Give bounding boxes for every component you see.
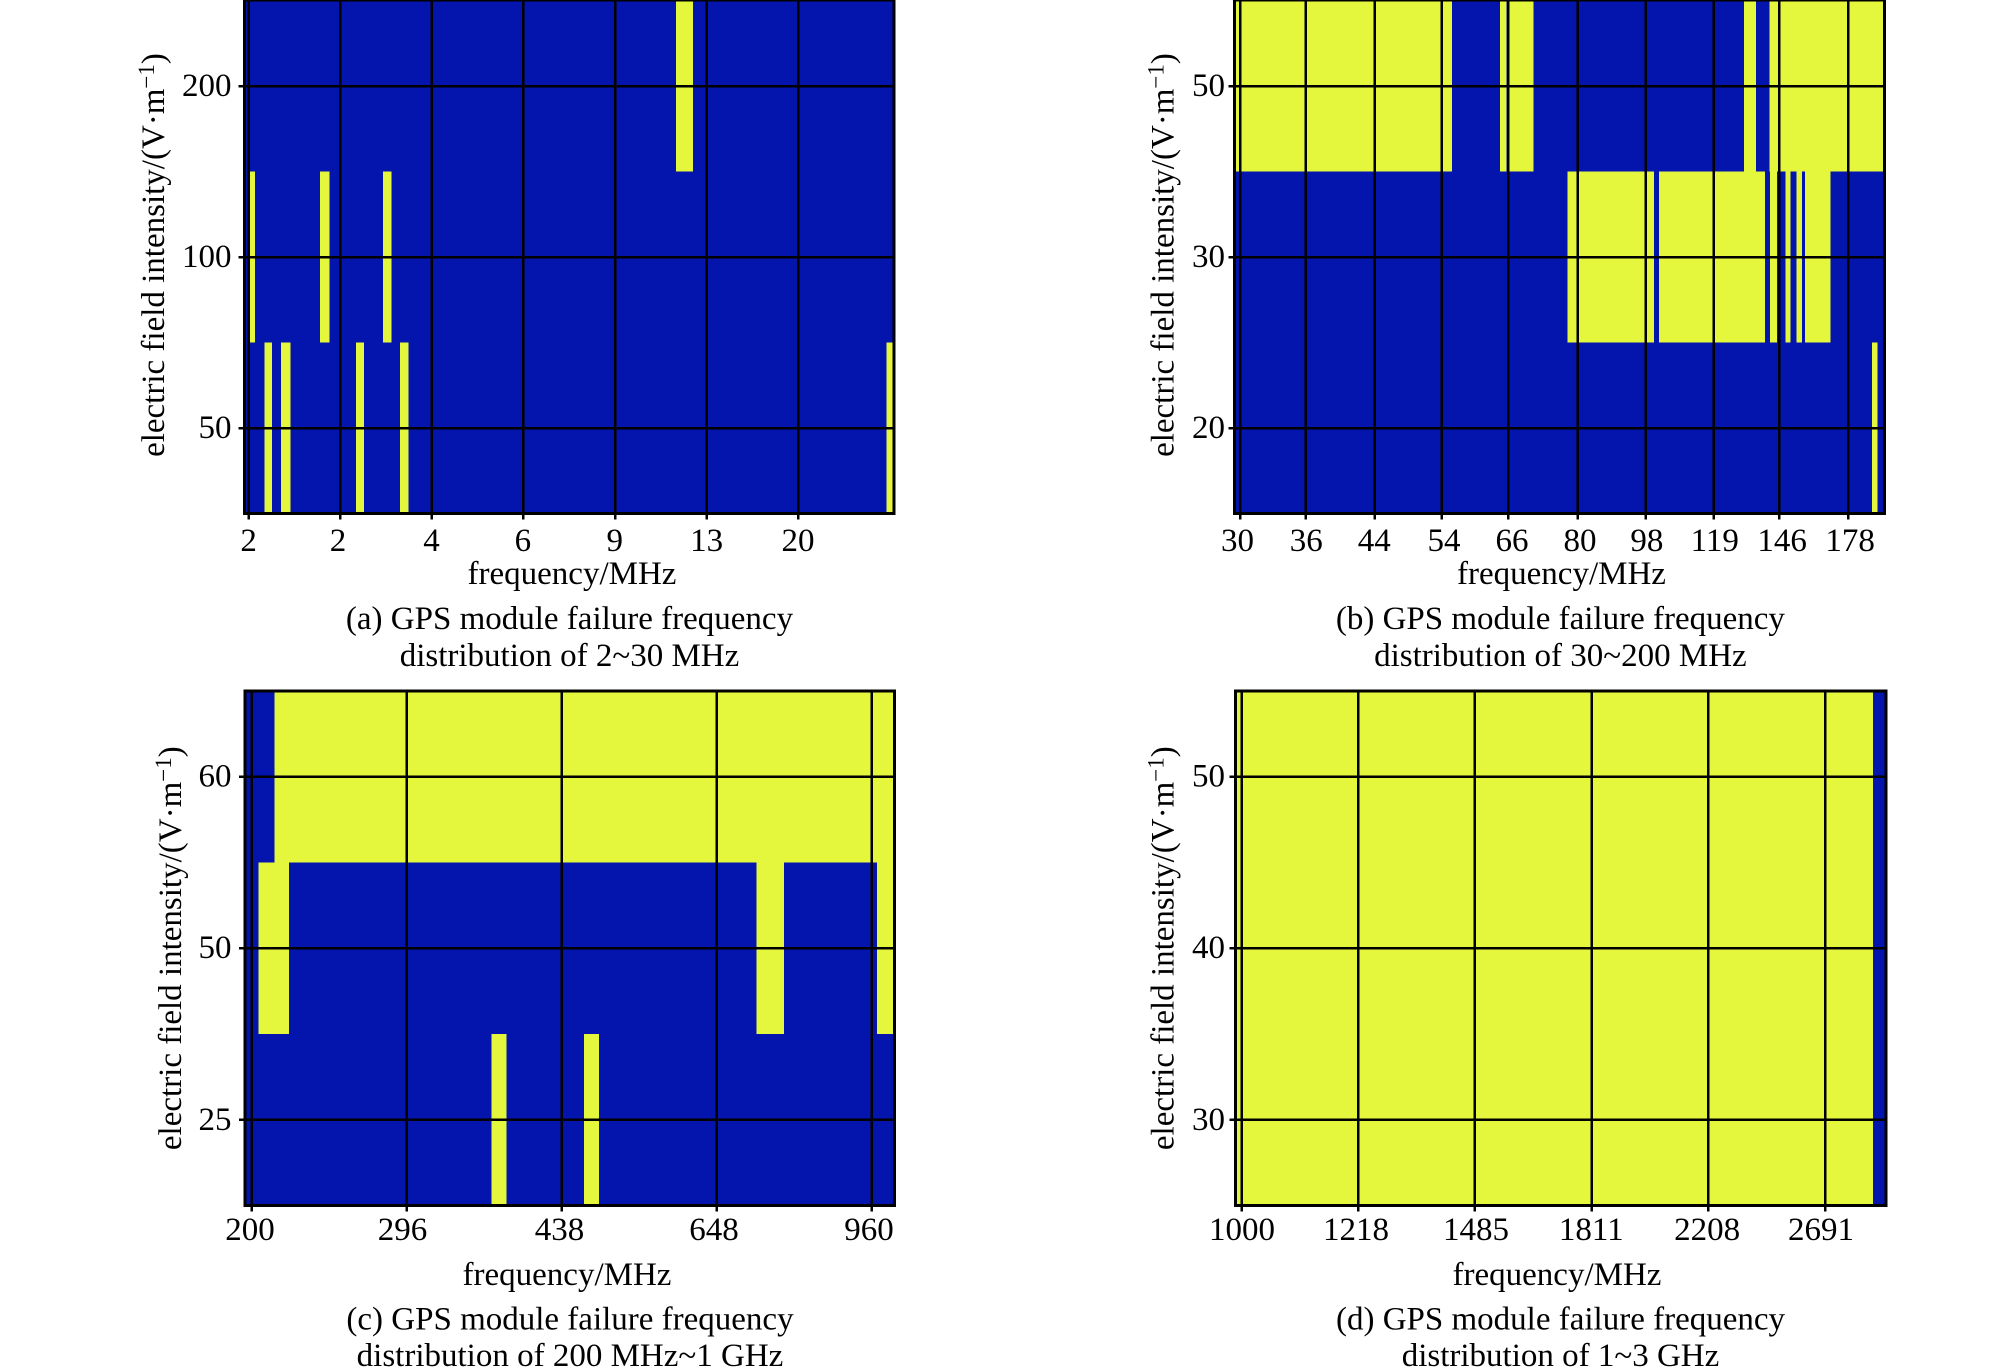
svg-text:30: 30 — [1221, 523, 1254, 559]
svg-text:40: 40 — [1192, 930, 1225, 966]
svg-text:200: 200 — [225, 1212, 275, 1248]
svg-text:20: 20 — [782, 523, 815, 559]
svg-text:2691: 2691 — [1788, 1212, 1854, 1248]
svg-text:(a) GPS module failure frequen: (a) GPS module failure frequency — [346, 601, 794, 637]
svg-text:30: 30 — [1192, 239, 1225, 275]
svg-text:electric field intensity/(V·m−: electric field intensity/(V·m−1) — [134, 53, 172, 457]
svg-text:electric field intensity/(V·m−: electric field intensity/(V·m−1) — [1144, 746, 1182, 1150]
svg-text:4: 4 — [423, 523, 440, 559]
svg-text:(b) GPS module failure frequen: (b) GPS module failure frequency — [1336, 601, 1786, 637]
svg-text:50: 50 — [199, 410, 232, 446]
svg-text:frequency/MHz: frequency/MHz — [1453, 1257, 1662, 1293]
svg-text:60: 60 — [199, 759, 232, 795]
svg-text:frequency/MHz: frequency/MHz — [463, 1257, 672, 1293]
svg-text:6: 6 — [515, 523, 532, 559]
svg-text:(d) GPS module failure frequen: (d) GPS module failure frequency — [1336, 1302, 1786, 1338]
svg-text:2: 2 — [240, 523, 257, 559]
svg-text:44: 44 — [1358, 523, 1391, 559]
svg-text:648: 648 — [689, 1212, 739, 1248]
svg-text:30: 30 — [1192, 1102, 1225, 1138]
svg-text:200: 200 — [182, 68, 232, 104]
svg-text:66: 66 — [1496, 523, 1529, 559]
svg-text:1485: 1485 — [1443, 1212, 1509, 1248]
svg-text:50: 50 — [1192, 759, 1225, 795]
svg-text:electric field intensity/(V·m−: electric field intensity/(V·m−1) — [1144, 53, 1182, 457]
svg-text:960: 960 — [844, 1212, 894, 1248]
svg-text:119: 119 — [1691, 523, 1739, 559]
svg-text:frequency/MHz: frequency/MHz — [468, 556, 677, 592]
svg-text:distribution of 2~30 MHz: distribution of 2~30 MHz — [400, 638, 740, 674]
svg-text:50: 50 — [1192, 68, 1225, 104]
svg-text:2208: 2208 — [1674, 1212, 1740, 1248]
svg-text:distribution of 200 MHz~1 GHz: distribution of 200 MHz~1 GHz — [357, 1338, 784, 1371]
svg-text:electric field intensity/(V·m−: electric field intensity/(V·m−1) — [151, 746, 189, 1150]
svg-text:(c) GPS module failure frequen: (c) GPS module failure frequency — [346, 1302, 794, 1338]
svg-text:50: 50 — [199, 930, 232, 966]
svg-text:178: 178 — [1825, 523, 1875, 559]
svg-text:296: 296 — [378, 1212, 428, 1248]
svg-text:36: 36 — [1290, 523, 1323, 559]
svg-text:100: 100 — [182, 239, 232, 275]
svg-text:13: 13 — [690, 523, 723, 559]
svg-text:frequency/MHz: frequency/MHz — [1457, 556, 1666, 592]
svg-text:1218: 1218 — [1323, 1212, 1389, 1248]
svg-text:1811: 1811 — [1559, 1212, 1624, 1248]
svg-text:distribution of 30~200 MHz: distribution of 30~200 MHz — [1374, 638, 1747, 674]
svg-text:54: 54 — [1428, 523, 1461, 559]
svg-text:25: 25 — [199, 1102, 232, 1138]
svg-text:9: 9 — [607, 523, 624, 559]
svg-text:80: 80 — [1564, 523, 1597, 559]
svg-text:438: 438 — [535, 1212, 585, 1248]
svg-text:20: 20 — [1192, 410, 1225, 446]
svg-text:98: 98 — [1630, 523, 1663, 559]
svg-text:146: 146 — [1757, 523, 1807, 559]
svg-text:distribution of 1~3 GHz: distribution of 1~3 GHz — [1402, 1338, 1720, 1371]
svg-text:1000: 1000 — [1209, 1212, 1275, 1248]
svg-text:2: 2 — [330, 523, 347, 559]
